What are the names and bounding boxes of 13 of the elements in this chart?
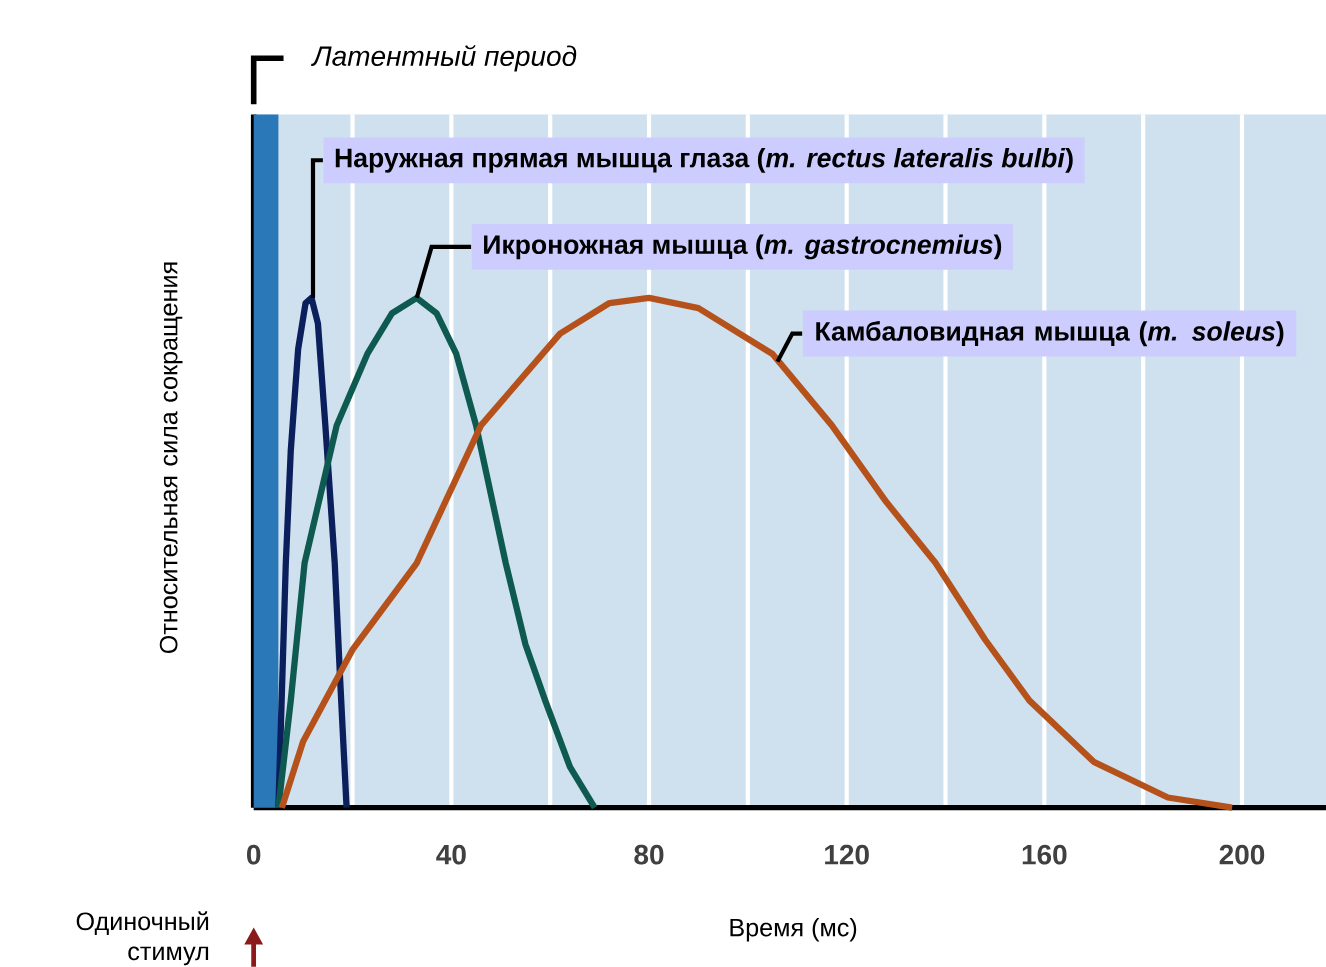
text: Одиночный стимул: [76, 911, 209, 966]
band-label: Латентный период: [311, 45, 577, 72]
x-tick-label: 120: [825, 844, 869, 865]
y-axis-title: Относительная сила сокращения: [159, 262, 183, 654]
x-tick-label: 40: [436, 844, 466, 865]
x-tick-label: 0: [247, 844, 261, 865]
x-tick-label: 80: [634, 844, 664, 865]
text: Наружная прямая мышца глаза (m. rectus lateralis bulbi): [335, 147, 1073, 173]
x-tick-label: 200: [1219, 844, 1265, 865]
x-axis-title: Время (мс): [730, 918, 857, 942]
x-tick-label: 160: [1022, 844, 1067, 865]
text: Икроножная мышца (m. gastrocnemius): [484, 234, 1002, 260]
series-label: Камбаловидная мышца (m. soleus): [816, 321, 1284, 347]
